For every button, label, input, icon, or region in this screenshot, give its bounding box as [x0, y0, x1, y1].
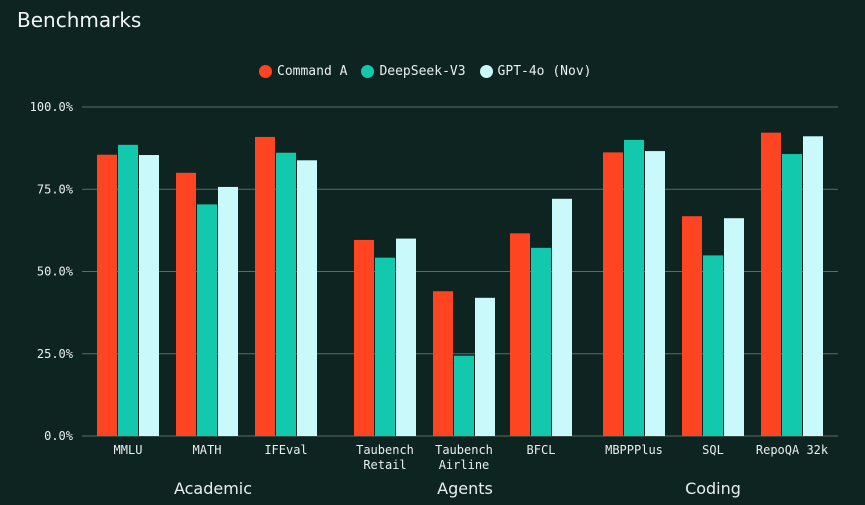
bar	[197, 204, 217, 436]
x-tick-label: Airline	[439, 458, 490, 472]
bar	[782, 154, 802, 436]
bar	[433, 291, 453, 436]
x-tick-label: IFEval	[264, 443, 307, 457]
x-tick-label: Retail	[363, 458, 406, 472]
bar	[354, 239, 374, 436]
bar	[603, 152, 623, 437]
x-tick-label: BFCL	[527, 443, 556, 457]
legend-item: DeepSeek-V3	[361, 64, 466, 79]
legend: Command A DeepSeek-V3 GPT-4o (Nov)	[259, 64, 591, 79]
legend-item: Command A	[259, 64, 347, 79]
chart-title: Benchmarks	[17, 8, 142, 32]
y-tick-label: 0.0%	[44, 429, 74, 443]
bar	[255, 136, 275, 436]
bar	[97, 154, 117, 436]
x-tick-label: RepoQA 32k	[756, 443, 829, 457]
legend-item: GPT-4o (Nov)	[479, 64, 592, 79]
bar	[218, 186, 238, 436]
y-tick-label: 75.0%	[37, 182, 74, 196]
legend-label: GPT-4o (Nov)	[497, 64, 592, 79]
legend-label: Command A	[277, 64, 348, 79]
bar	[552, 198, 572, 436]
legend-swatch	[259, 65, 272, 78]
bar	[375, 257, 395, 436]
bar	[803, 136, 823, 436]
x-tick-label: MMLU	[114, 443, 143, 457]
bar	[139, 155, 159, 436]
y-tick-label: 100.0%	[30, 100, 74, 114]
bar	[703, 255, 723, 436]
bar	[724, 218, 744, 436]
bar	[396, 238, 416, 436]
bar	[531, 247, 551, 436]
bar	[510, 233, 530, 436]
bar	[118, 144, 138, 436]
bar	[761, 132, 781, 437]
bar	[682, 216, 702, 436]
y-tick-label: 25.0%	[37, 347, 74, 361]
bar	[176, 172, 196, 437]
bar	[276, 152, 296, 436]
y-tick-label: 50.0%	[37, 265, 74, 279]
x-tick-label: Taubench	[356, 443, 414, 457]
bar	[624, 139, 644, 436]
group-label: Coding	[685, 479, 741, 498]
x-tick-label: Taubench	[435, 443, 493, 457]
bar	[645, 151, 665, 436]
x-tick-label: MBPPPlus	[605, 443, 663, 457]
x-tick-label: MATH	[193, 443, 222, 457]
bar	[475, 297, 495, 436]
legend-label: DeepSeek-V3	[379, 64, 466, 79]
legend-swatch	[361, 65, 375, 78]
bar	[454, 355, 474, 436]
x-tick-label: SQL	[702, 443, 724, 457]
legend-swatch	[479, 65, 493, 78]
group-label: Academic	[174, 479, 252, 498]
group-label: Agents	[437, 479, 493, 498]
bar	[297, 160, 317, 436]
